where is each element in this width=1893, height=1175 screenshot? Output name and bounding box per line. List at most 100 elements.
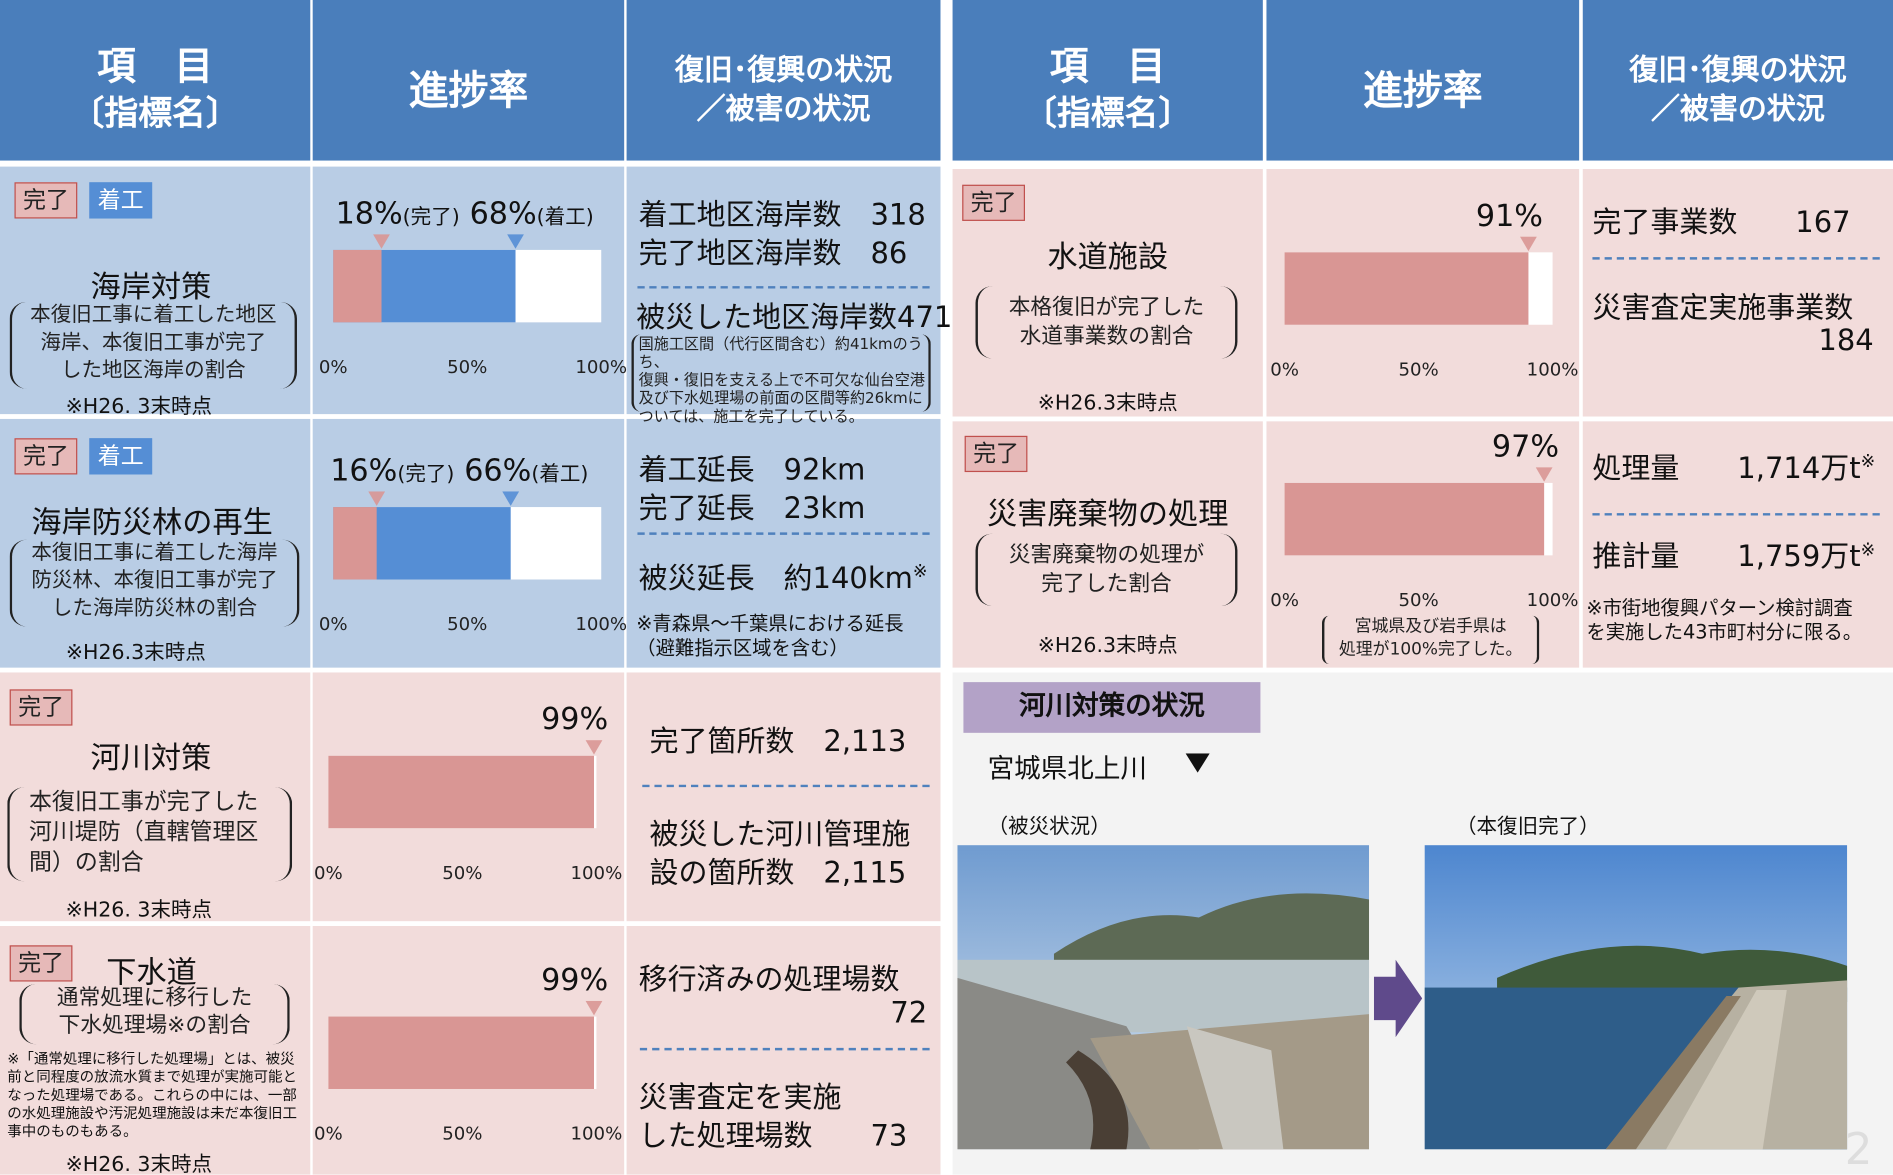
header-text: 復旧･復興の状況 — [1583, 46, 1893, 88]
status-note: 国施工区間（代行区間含む）約41kmのうち、 復興・復旧を支える上で不可欠な仙台… — [631, 334, 930, 411]
status-line: 処理量 1,714万t※ — [1592, 444, 1875, 486]
desc-line: 河川堤防（直轄管理区 — [29, 817, 290, 847]
bar — [333, 507, 376, 579]
tag: 完了 — [14, 438, 77, 474]
tick-label: 50% — [1382, 359, 1454, 381]
progress-chart: 99%0%50%100% — [328, 933, 596, 1150]
tick-label: 50% — [426, 1123, 498, 1145]
bar — [328, 1017, 593, 1089]
as-of: ※H26. 3末時点 — [0, 389, 278, 419]
tag: 完了 — [10, 689, 73, 725]
mark: ※ — [1861, 453, 1876, 472]
description: 通常処理に移行した 下水処理場※の割合 — [19, 984, 289, 1044]
status-text: 推計量 1,759万t — [1592, 540, 1860, 574]
header-text: 進捗率 — [1266, 58, 1579, 116]
tag: 着工 — [89, 438, 152, 474]
tag: 完了 — [965, 436, 1028, 472]
photo-damage — [957, 845, 1369, 1149]
description: 災害廃棄物の処理が 完了した割合 — [975, 534, 1237, 606]
tick-label: 0% — [297, 613, 369, 635]
marker-value: 18% — [336, 196, 403, 231]
note-line: 処理が100%完了した。 — [1324, 639, 1536, 662]
status-line: 災害査定実施事業数 — [1592, 284, 1853, 326]
arrow — [1374, 960, 1422, 1037]
tag: 着工 — [89, 182, 152, 218]
slide: 項 目 〔指標名〕 進捗率 復旧･復興の状況 ／被害の状況 項 目 〔指標名〕 … — [0, 0, 1893, 1175]
element — [585, 1001, 602, 1015]
description: 本格復旧が完了した 水道事業数の割合 — [975, 286, 1237, 358]
status-line: 完了地区海岸数 86 — [639, 229, 908, 271]
mark: ※ — [1861, 541, 1876, 560]
description: 本復旧工事に着工した海岸 防災林、本復旧工事が完了 した海岸防災林の割合 — [10, 540, 300, 627]
tick-label: 50% — [1382, 589, 1454, 611]
marker — [585, 740, 602, 754]
divider — [637, 532, 929, 534]
desc-line: 下水処理場※の割合 — [22, 1012, 288, 1040]
tick-label: 100% — [560, 1123, 632, 1145]
status-line: 被災した河川管理施 — [650, 810, 911, 852]
progress-chart: 91%0%50%100% — [1285, 169, 1553, 386]
marker — [373, 234, 390, 248]
status-line: 184 — [1818, 324, 1873, 358]
tick-label: 0% — [292, 862, 364, 884]
marker — [368, 491, 385, 505]
header-text: 〔指標名〕 — [0, 87, 310, 135]
marker-value: 99% — [541, 701, 608, 736]
element — [502, 491, 519, 505]
location: 宮城県北上川 — [988, 747, 1147, 786]
tag: 完了 — [14, 182, 77, 218]
element — [1520, 237, 1537, 251]
caption: （本復旧完了） — [1456, 809, 1600, 839]
tick-label: 0% — [1248, 359, 1320, 381]
tag: 完了 — [962, 185, 1025, 221]
desc-line: 海岸、本復旧工事が完了 — [12, 330, 295, 358]
marker — [1536, 467, 1553, 481]
header-text: 〔指標名〕 — [953, 87, 1263, 135]
divider — [642, 785, 929, 787]
element — [1374, 960, 1422, 1037]
caption: （被災状況） — [988, 809, 1111, 839]
tick-label: 0% — [1248, 589, 1320, 611]
marker-value: 68% — [470, 196, 537, 231]
divider — [1592, 257, 1879, 259]
note-line: 及び下水処理場の前面の区間等約26kmに — [639, 389, 929, 407]
marker — [507, 234, 524, 248]
tag: 完了 — [10, 945, 73, 981]
note-line: ついては、施工を完了している。 — [639, 407, 929, 425]
row-title: 海岸対策 — [0, 263, 302, 306]
status-line: 完了箇所数 2,113 — [650, 717, 907, 759]
status-line: 着工延長 92km — [639, 445, 866, 487]
tick-label: 50% — [431, 356, 503, 378]
header-text: 進捗率 — [313, 58, 624, 116]
status-line: 被災延長 約140km※ — [639, 554, 928, 596]
progress-chart: 18%(完了)68%(着工)0%50%100% — [333, 167, 601, 384]
marker-label: 16%(完了) — [330, 453, 463, 488]
description: 本復旧工事が完了した 河川堤防（直轄管理区 間）の割合 — [7, 787, 292, 881]
status-line: 被災した地区海岸数471 — [636, 293, 952, 335]
description: 本復旧工事に着工した地区 海岸、本復旧工事が完了 した地区海岸の割合 — [10, 302, 297, 389]
marker — [1520, 237, 1537, 251]
marker-label: 97% — [1492, 429, 1559, 464]
progress-chart: 16%(完了)66%(着工)0%50%100% — [333, 424, 601, 641]
marker-suffix: (着工) — [537, 205, 594, 229]
note-line: 国施工区間（代行区間含む）約41kmのうち、 — [639, 334, 929, 370]
marker-suffix: (完了) — [397, 462, 454, 486]
header-text: ／被害の状況 — [1583, 85, 1893, 127]
divider — [640, 1048, 930, 1050]
element — [507, 234, 524, 248]
bar — [1285, 483, 1545, 555]
marker-label: 99% — [541, 701, 608, 736]
desc-line: 通常処理に移行した — [22, 984, 288, 1012]
marker-suffix: (着工) — [531, 462, 588, 486]
marker-suffix: (完了) — [403, 205, 460, 229]
desc-line: 本格復旧が完了した — [978, 293, 1235, 322]
status-line: 72 — [890, 996, 927, 1030]
status-line: 災害査定を実施 — [639, 1073, 842, 1115]
desc-line: 間）の割合 — [29, 848, 290, 878]
desc-line: 水道事業数の割合 — [978, 322, 1235, 351]
divider — [637, 286, 929, 288]
divider — [1592, 513, 1879, 515]
dropdown-icon — [1186, 753, 1210, 772]
desc-line: 防災林、本復旧工事が完了 — [12, 567, 297, 595]
row-title: 災害廃棄物の処理 — [953, 490, 1263, 533]
